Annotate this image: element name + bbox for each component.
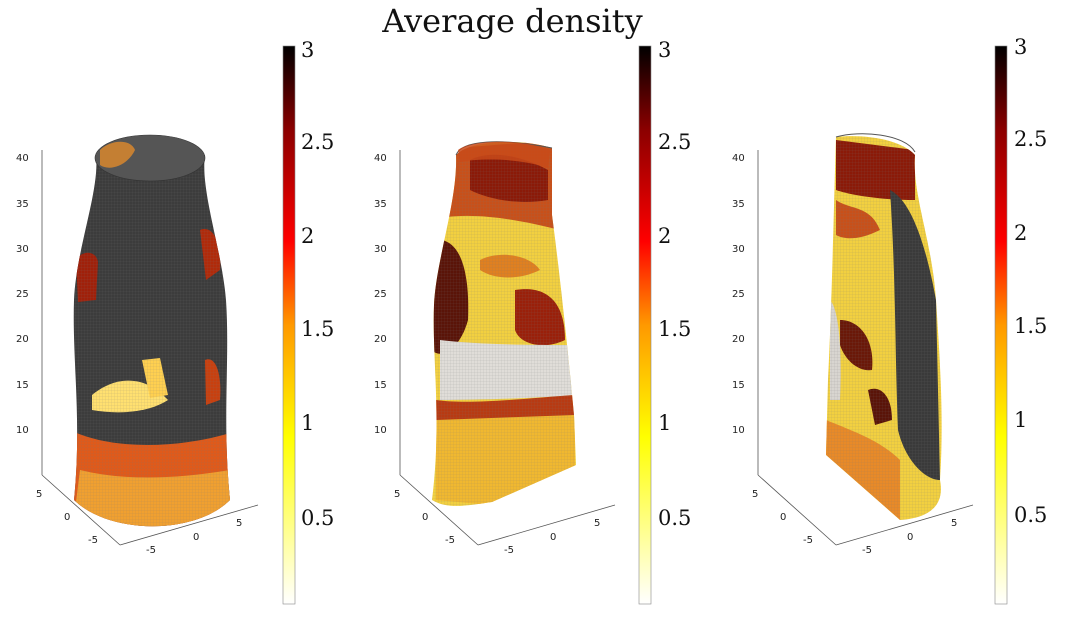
x-tick: 0: [550, 532, 556, 543]
panel-3: 10 15 20 25 30 35 40 5 0 -5 -5 0 5: [732, 133, 974, 556]
z-tick: 20: [732, 334, 745, 345]
z-tick: 10: [16, 425, 29, 436]
colorbar-tick: 2: [1014, 221, 1027, 245]
z-tick: 40: [374, 153, 387, 164]
z-tick: 35: [374, 199, 387, 210]
colorbar-tick: 0.5: [658, 506, 691, 530]
colorbar-tick: 0.5: [1014, 503, 1047, 527]
y-tick: -5: [445, 535, 455, 546]
z-tick: 25: [732, 289, 745, 300]
colorbar-tick: 3: [1014, 35, 1027, 59]
z-axis-1: [41, 150, 259, 546]
z-tick: 20: [374, 334, 387, 345]
colorbar-tick: 2.5: [1014, 127, 1047, 151]
z-tick: 20: [16, 334, 29, 345]
z-ticks-2: 10 15 20 25 30 35 40 5 0 -5 -5 0 5: [374, 153, 600, 556]
y-tick: -5: [803, 535, 813, 546]
z-ticks-1: 10 15 20 25 30 35 40 5 0 -5 -5 0 5: [16, 153, 242, 556]
z-tick: 15: [732, 380, 745, 391]
panel-1: 10 15 20 25 30 35 40 5 0 -5 -5 0 5: [16, 134, 259, 556]
z-ticks-3: 10 15 20 25 30 35 40 5 0 -5 -5 0 5: [732, 153, 957, 556]
z-tick: 15: [374, 380, 387, 391]
colorbar-tick: 1.5: [1014, 314, 1047, 338]
z-tick: 40: [16, 153, 29, 164]
colorbar-tick: 3: [301, 38, 314, 62]
z-tick: 30: [732, 244, 745, 255]
y-tick: 5: [36, 489, 42, 500]
colorbar-2: 0.5 1 1.5 2 2.5 3: [638, 38, 691, 605]
chart-title: Average density: [382, 2, 643, 40]
colorbar-tick: 2: [301, 224, 314, 248]
colorbar-tick: 1.5: [658, 317, 691, 341]
z-tick: 15: [16, 380, 29, 391]
x-tick: -5: [146, 545, 156, 556]
z-tick: 30: [374, 244, 387, 255]
density-surface-3: [826, 136, 942, 520]
colorbar-tick: 1: [658, 411, 671, 435]
z-tick: 25: [16, 289, 29, 300]
z-axis-2: [399, 150, 616, 546]
panel-2: 10 15 20 25 30 35 40 5 0 -5 -5 0 5: [374, 141, 616, 556]
x-tick: 5: [236, 518, 242, 529]
y-tick: 0: [780, 512, 786, 523]
y-tick: 5: [394, 489, 400, 500]
density-surface-1: [73, 155, 230, 527]
y-tick: -5: [88, 535, 98, 546]
colorbar-tick: 2.5: [658, 130, 691, 154]
z-tick: 30: [16, 244, 29, 255]
y-tick: 0: [422, 512, 428, 523]
colorbar-tick: 1.5: [301, 317, 334, 341]
colorbar-tick: 2.5: [301, 130, 334, 154]
y-tick: 0: [64, 512, 70, 523]
z-tick: 25: [374, 289, 387, 300]
colorbar-tick: 2: [658, 224, 671, 248]
x-tick: 0: [193, 532, 199, 543]
x-tick: -5: [862, 545, 872, 556]
y-tick: 5: [752, 489, 758, 500]
x-tick: 5: [594, 518, 600, 529]
colorbar-3: 0.5 1 1.5 2 2.5 3: [994, 35, 1047, 605]
z-tick: 35: [16, 199, 29, 210]
colorbar-1: 0.5 1 1.5 2 2.5 3: [282, 38, 334, 605]
colorbar-tick: 0.5: [301, 506, 334, 530]
z-axis-3: [757, 150, 974, 546]
x-tick: 0: [907, 532, 913, 543]
colorbar-tick: 1: [1014, 408, 1027, 432]
x-tick: 5: [951, 518, 957, 529]
z-tick: 10: [374, 425, 387, 436]
z-tick: 40: [732, 153, 745, 164]
z-tick: 10: [732, 425, 745, 436]
colorbar-tick: 3: [658, 38, 671, 62]
colorbar-tick: 1: [301, 411, 314, 435]
x-tick: -5: [504, 545, 514, 556]
density-surface-2: [432, 141, 576, 506]
z-tick: 35: [732, 199, 745, 210]
